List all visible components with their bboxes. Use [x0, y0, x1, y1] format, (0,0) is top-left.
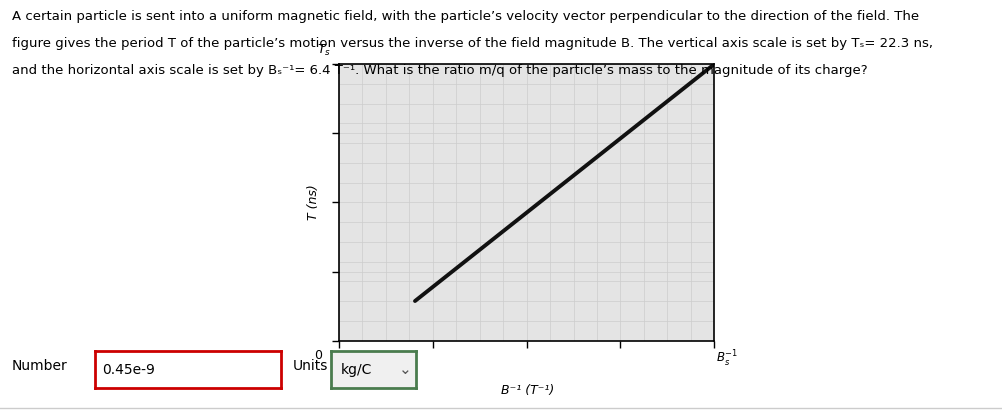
Text: 0.45e-9: 0.45e-9 [102, 363, 155, 377]
Text: $T_s$: $T_s$ [317, 43, 331, 59]
Text: Units: Units [293, 358, 328, 373]
Text: figure gives the period T of the particle’s motion versus the inverse of the fie: figure gives the period T of the particl… [12, 37, 933, 50]
Text: $B_s^{-1}$: $B_s^{-1}$ [716, 349, 738, 369]
Text: B⁻¹ (T⁻¹): B⁻¹ (T⁻¹) [501, 384, 555, 397]
Text: i: i [80, 363, 85, 377]
Text: 0: 0 [314, 349, 322, 363]
Text: ⌄: ⌄ [399, 362, 412, 377]
Text: Number: Number [12, 358, 68, 373]
Text: and the horizontal axis scale is set by Bₛ⁻¹= 6.4 T⁻¹. What is the ratio m/q of : and the horizontal axis scale is set by … [12, 64, 868, 77]
Text: kg/C: kg/C [341, 363, 373, 377]
Text: A certain particle is sent into a uniform magnetic field, with the particle’s ve: A certain particle is sent into a unifor… [12, 10, 919, 23]
Y-axis label: T (ns): T (ns) [307, 185, 320, 220]
